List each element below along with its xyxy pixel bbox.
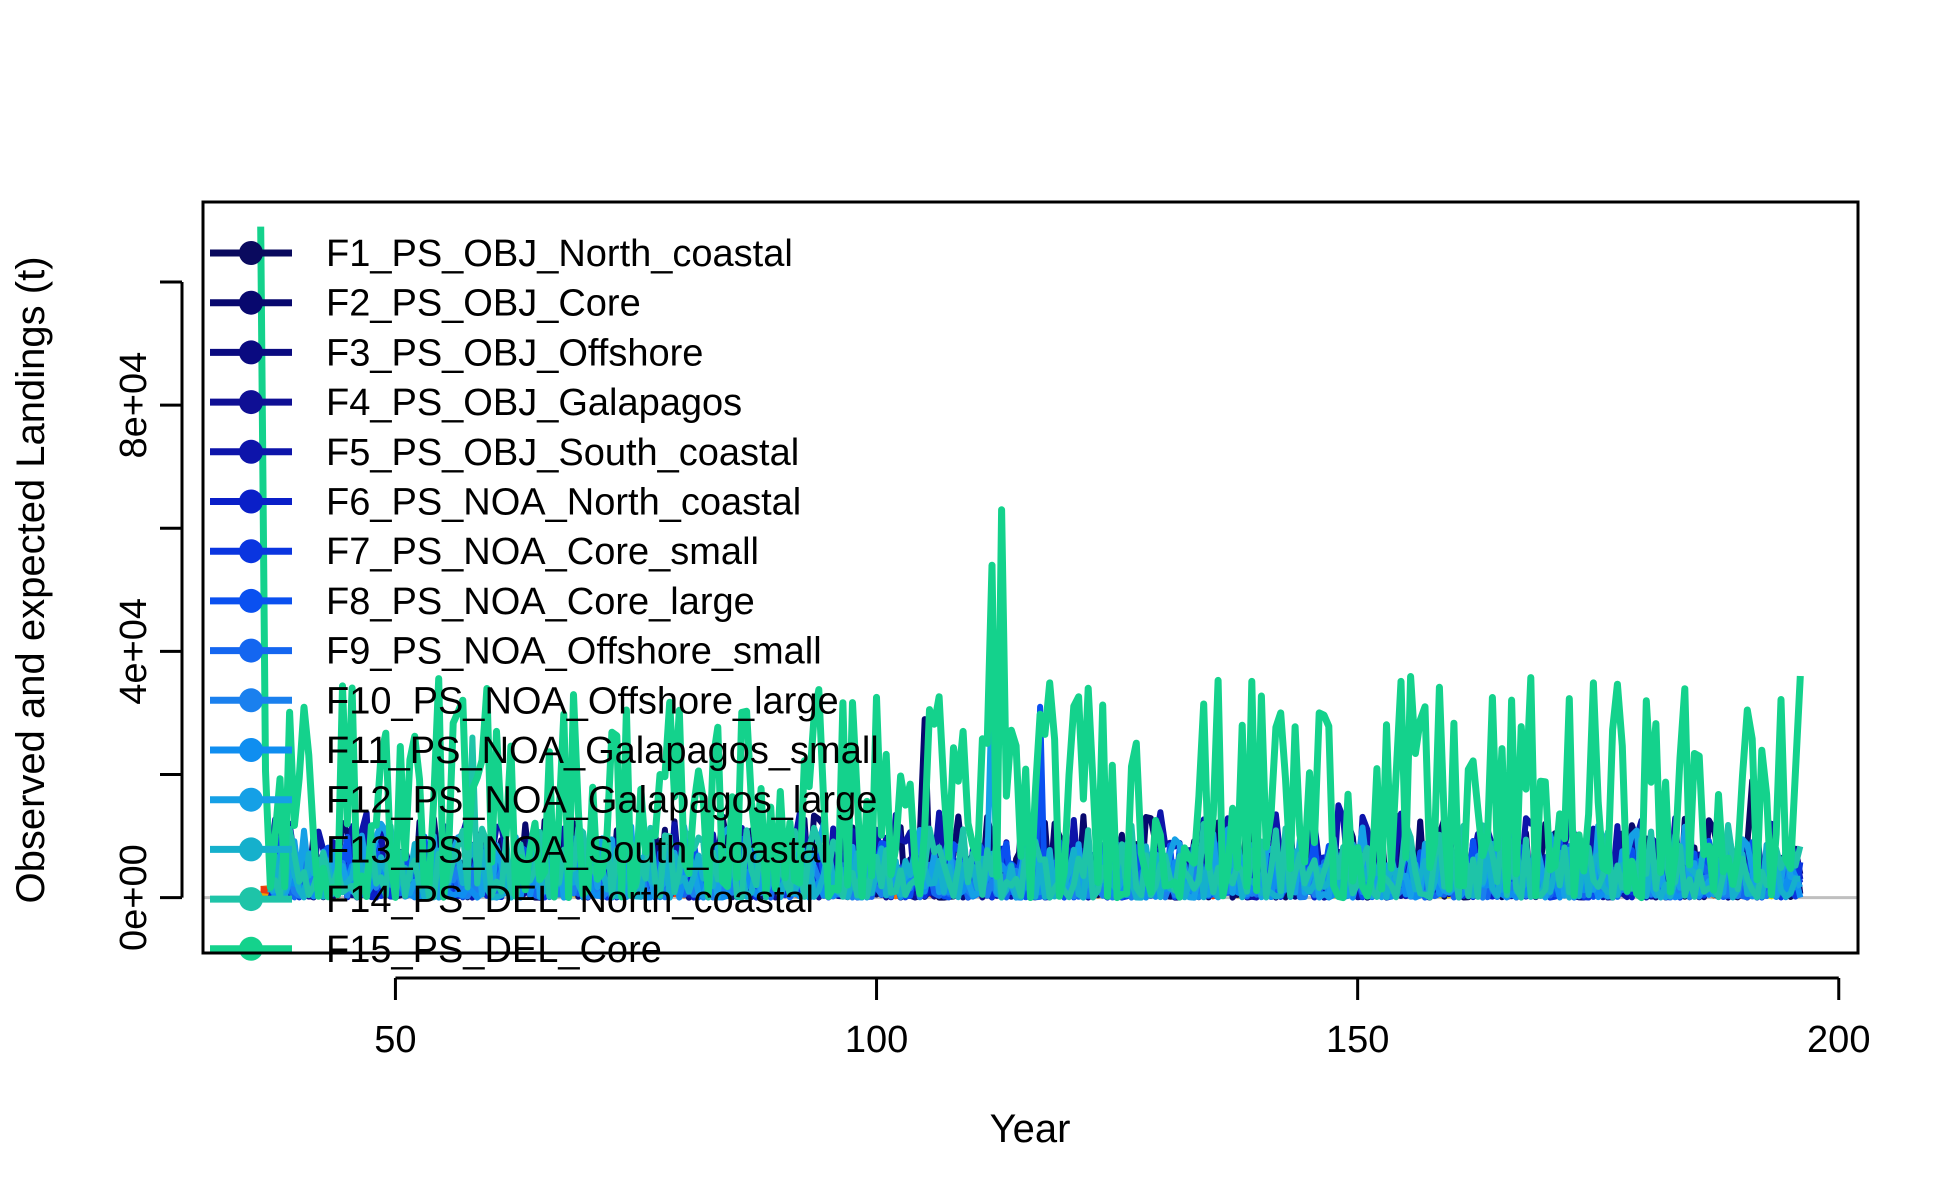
x-axis-title: Year (990, 1107, 1071, 1151)
legend-item: F7_PS_NOA_Core_small (210, 531, 759, 573)
legend: F1_PS_OBJ_North_coastal F2_PS_OBJ_Core F3_… (210, 233, 879, 971)
x-tick-label: 150 (1326, 1019, 1389, 1061)
y-axis-title: Observed and expected Landings (t) (9, 256, 53, 903)
legend-item: F5_PS_OBJ_South_coastal (210, 432, 799, 474)
legend-swatch-dot (239, 688, 263, 713)
legend-label: F8_PS_NOA_Core_large (326, 581, 755, 623)
legend-label: F7_PS_NOA_Core_small (326, 531, 759, 573)
legend-swatch-dot (239, 887, 263, 912)
legend-item: F10_PS_NOA_Offshore_large (210, 680, 839, 722)
legend-swatch-dot (239, 638, 263, 663)
y-tick-label: 4e+04 (113, 598, 155, 705)
legend-item: F9_PS_NOA_Offshore_small (210, 631, 822, 673)
x-tick-label: 100 (845, 1019, 908, 1061)
legend-swatch-dot (239, 837, 263, 862)
legend-item: F6_PS_NOA_North_coastal (210, 482, 801, 524)
legend-label: F11_PS_NOA_Galapagos_small (326, 730, 879, 772)
legend-item: F11_PS_NOA_Galapagos_small (210, 730, 879, 772)
axes: 50 100 150 200 0e+00 4e+04 8e+04 (113, 280, 1870, 1061)
legend-swatch-dot (239, 390, 263, 415)
legend-item: F8_PS_NOA_Core_large (210, 581, 755, 623)
legend-item: F13_PS_NOA_South_coastal (210, 829, 829, 871)
y-tick-label: 0e+00 (113, 844, 155, 951)
legend-label: F9_PS_NOA_Offshore_small (326, 631, 822, 673)
legend-label: F13_PS_NOA_South_coastal (326, 829, 829, 871)
legend-item: F1_PS_OBJ_North_coastal (210, 233, 793, 275)
series-line-f15-ps-del-core (257, 226, 1804, 902)
legend-swatch-dot (239, 539, 263, 564)
legend-label: F15_PS_DEL_Core (326, 929, 662, 971)
legend-swatch-dot (239, 588, 263, 613)
legend-label: F12_PS_NOA_Galapagos_large (326, 780, 877, 822)
legend-label: F2_PS_OBJ_Core (326, 283, 641, 325)
plot-frame (201, 200, 1860, 955)
legend-swatch-dot (239, 936, 263, 961)
legend-item: F14_PS_DEL_North_coastal (210, 879, 814, 921)
legend-item: F3_PS_OBJ_Offshore (210, 332, 703, 374)
legend-label: F1_PS_OBJ_North_coastal (326, 233, 793, 275)
legend-swatch-dot (239, 241, 263, 265)
legend-label: F5_PS_OBJ_South_coastal (326, 432, 799, 474)
legend-swatch-dot (239, 290, 263, 315)
legend-swatch-dot (239, 787, 263, 812)
legend-label: F14_PS_DEL_North_coastal (326, 879, 814, 921)
legend-label: F4_PS_OBJ_Galapagos (326, 382, 742, 424)
legend-item: F12_PS_NOA_Galapagos_large (210, 780, 877, 822)
legend-label: F10_PS_NOA_Offshore_large (326, 680, 839, 722)
legend-swatch-dot (239, 489, 263, 514)
legend-swatch-dot (239, 738, 263, 762)
x-tick-label: 50 (374, 1019, 416, 1061)
legend-item: F2_PS_OBJ_Core (210, 283, 641, 325)
legend-swatch-dot (239, 439, 263, 464)
legend-swatch-dot (239, 340, 263, 365)
legend-label: F3_PS_OBJ_Offshore (326, 332, 703, 374)
legend-item: F4_PS_OBJ_Galapagos (210, 382, 742, 424)
legend-label: F6_PS_NOA_North_coastal (326, 482, 801, 524)
y-tick-label: 8e+04 (113, 352, 155, 459)
series-lines (203, 226, 1858, 902)
legend-item: F15_PS_DEL_Core (210, 929, 662, 971)
x-tick-label: 200 (1807, 1019, 1870, 1061)
